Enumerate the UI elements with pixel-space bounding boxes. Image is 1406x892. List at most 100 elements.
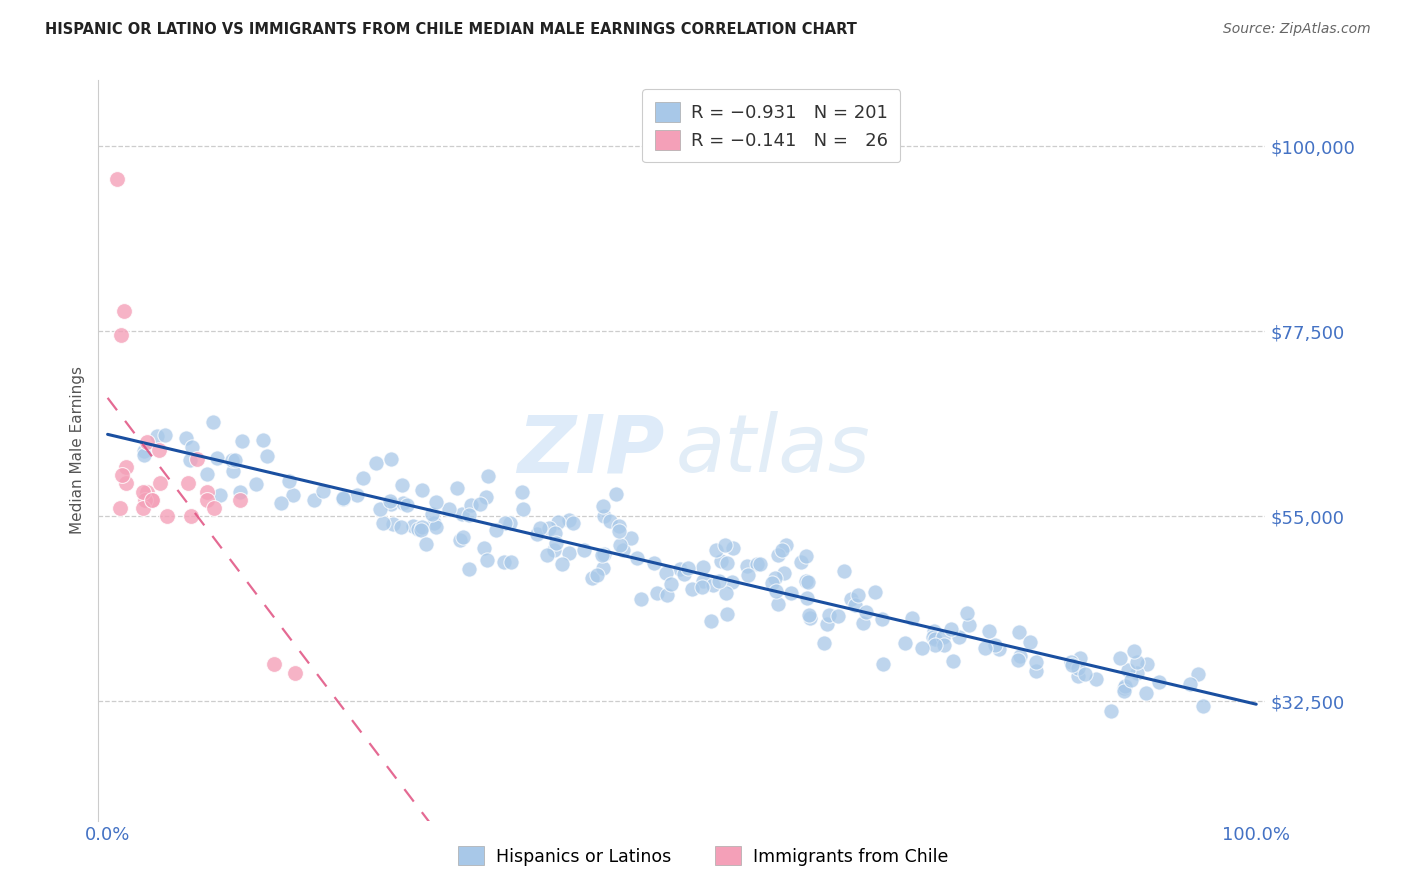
Point [453, 530, 475, 544]
Point [956, 606, 979, 620]
Legend: R = −0.931   N = 201, R = −0.141   N =   26: R = −0.931 N = 201, R = −0.141 N = 26 [643, 89, 900, 162]
Point [581, 571, 603, 585]
Point [186, 451, 208, 466]
Point [304, 492, 326, 507]
Point [389, 520, 412, 534]
Point [818, 607, 841, 622]
Point [1147, 674, 1170, 689]
Point [277, 474, 299, 488]
Point [855, 606, 877, 620]
Point [707, 574, 730, 589]
Point [1109, 651, 1132, 665]
Point [231, 434, 253, 448]
Point [499, 555, 522, 569]
Legend: Hispanics or Latinos, Immigrants from Chile: Hispanics or Latinos, Immigrants from Ch… [451, 839, 955, 872]
Point [209, 488, 232, 502]
Point [181, 440, 204, 454]
Point [108, 501, 131, 516]
Point [562, 516, 585, 530]
Point [510, 485, 533, 500]
Point [252, 434, 274, 448]
Point [797, 607, 820, 622]
Text: atlas: atlas [676, 411, 870, 490]
Point [468, 498, 491, 512]
Point [105, 172, 128, 186]
Point [425, 495, 447, 509]
Point [221, 453, 243, 467]
Point [700, 614, 723, 628]
Point [605, 487, 627, 501]
Point [669, 562, 692, 576]
Point [1067, 661, 1090, 675]
Point [592, 561, 614, 575]
Point [1019, 634, 1042, 648]
Point [547, 515, 569, 529]
Point [195, 492, 218, 507]
Point [768, 597, 790, 611]
Point [796, 591, 818, 605]
Point [716, 607, 738, 621]
Point [813, 636, 835, 650]
Point [411, 523, 433, 537]
Point [827, 608, 849, 623]
Point [134, 492, 156, 507]
Point [1008, 625, 1031, 640]
Point [676, 560, 699, 574]
Point [815, 616, 838, 631]
Point [1119, 673, 1142, 687]
Text: ZIP: ZIP [517, 411, 665, 490]
Point [141, 492, 163, 507]
Point [132, 444, 155, 458]
Point [177, 476, 200, 491]
Point [256, 449, 278, 463]
Point [790, 555, 813, 569]
Point [721, 574, 744, 589]
Point [723, 541, 745, 555]
Point [558, 513, 581, 527]
Point [543, 543, 565, 558]
Point [846, 588, 869, 602]
Point [626, 550, 648, 565]
Point [681, 582, 703, 597]
Point [1060, 655, 1083, 669]
Point [229, 492, 252, 507]
Point [1025, 655, 1047, 669]
Point [591, 549, 613, 563]
Point [202, 501, 225, 516]
Point [957, 618, 980, 632]
Point [446, 481, 468, 495]
Point [423, 516, 446, 531]
Point [941, 622, 963, 636]
Point [852, 616, 875, 631]
Point [263, 657, 285, 672]
Point [401, 519, 423, 533]
Point [477, 468, 499, 483]
Point [380, 497, 402, 511]
Point [135, 435, 157, 450]
Point [472, 541, 495, 555]
Point [449, 533, 471, 547]
Point [499, 516, 522, 530]
Point [411, 483, 433, 497]
Point [378, 494, 401, 508]
Point [458, 562, 481, 576]
Point [537, 521, 560, 535]
Point [205, 450, 228, 465]
Point [221, 464, 243, 478]
Point [195, 467, 218, 482]
Point [645, 586, 668, 600]
Point [1136, 657, 1159, 672]
Point [761, 576, 783, 591]
Point [775, 539, 797, 553]
Point [932, 630, 955, 644]
Point [115, 476, 138, 491]
Point [716, 586, 738, 600]
Point [475, 552, 498, 566]
Point [692, 560, 714, 574]
Point [659, 577, 682, 591]
Point [1192, 699, 1215, 714]
Point [112, 303, 135, 318]
Point [411, 520, 433, 534]
Point [224, 452, 246, 467]
Point [690, 580, 713, 594]
